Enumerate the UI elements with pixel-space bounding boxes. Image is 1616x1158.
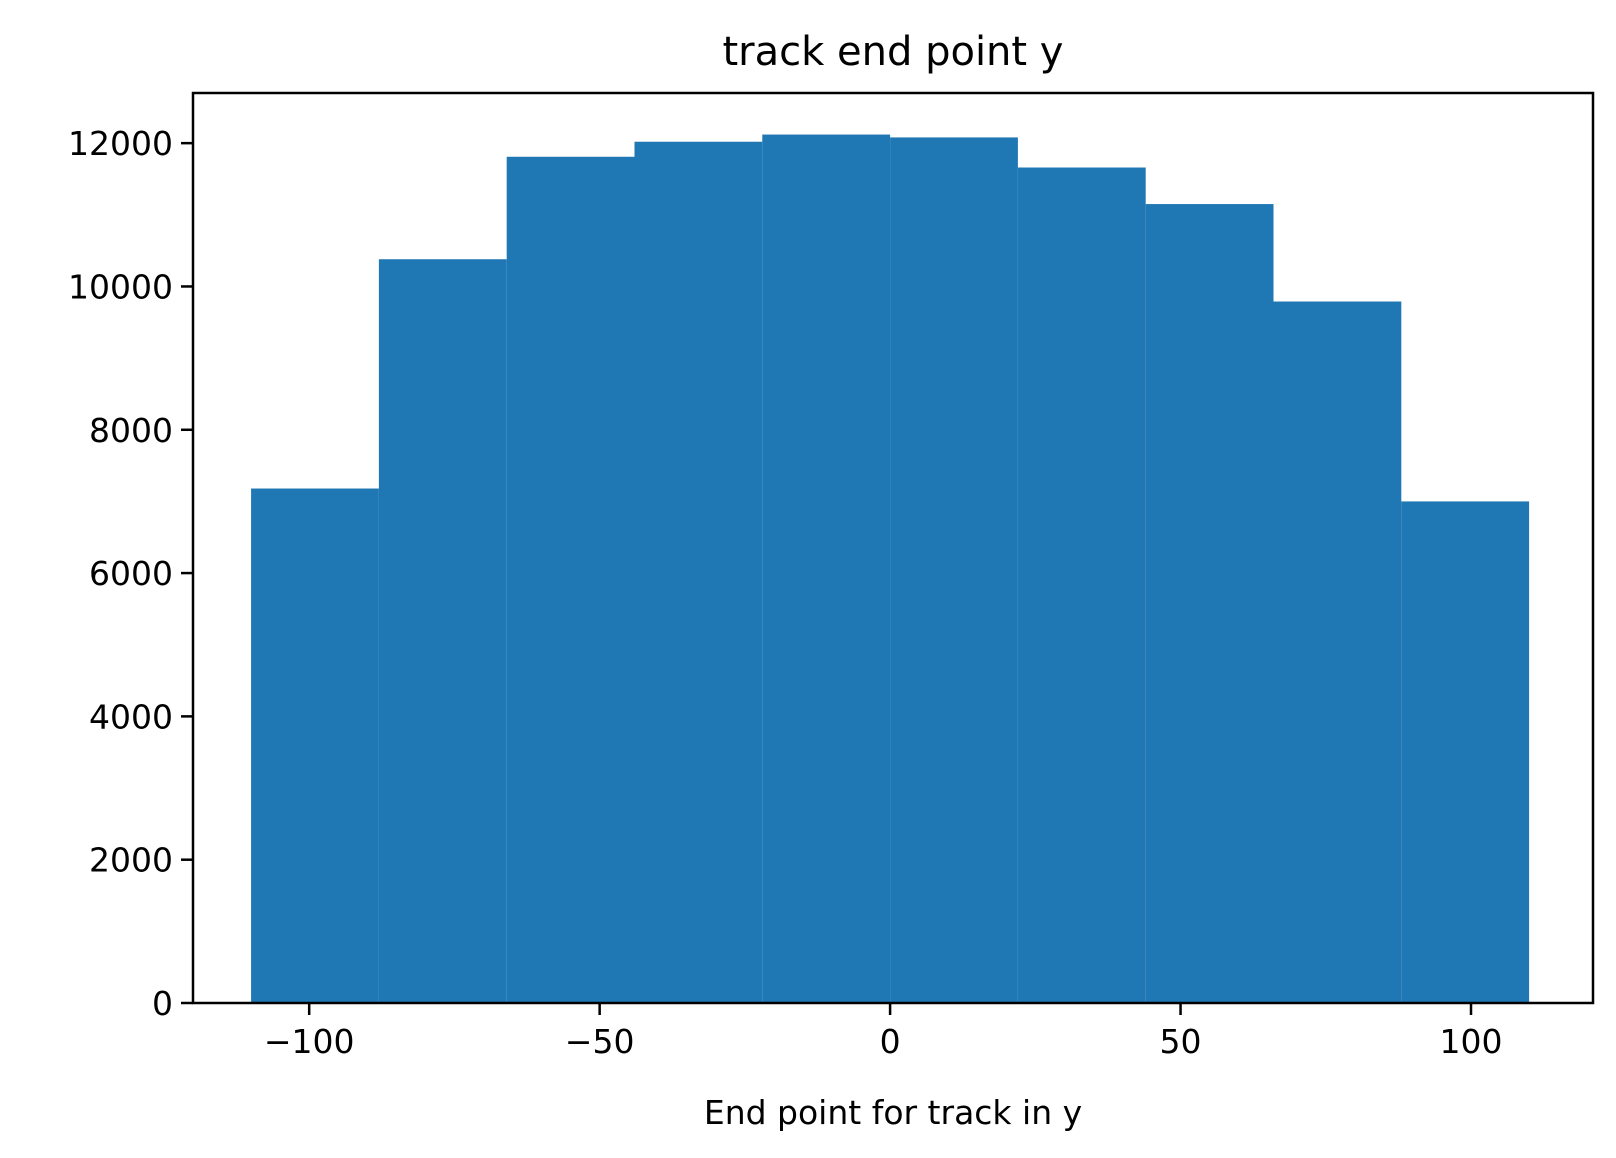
histogram-bar [1145, 204, 1274, 1003]
histogram-bar [762, 134, 891, 1003]
y-tick-label: 6000 [89, 554, 173, 593]
histogram-bar [1401, 501, 1530, 1003]
x-tick-label: 50 [1160, 1022, 1202, 1061]
bars-group [251, 134, 1530, 1004]
x-tick-label: 100 [1440, 1022, 1503, 1061]
chart-title: track end point y [723, 29, 1064, 75]
histogram-bar [1273, 301, 1402, 1003]
y-tick-label: 4000 [89, 697, 173, 736]
histogram-bar [1017, 167, 1146, 1004]
plot-frame [191, 91, 1595, 1005]
histogram-bar [890, 137, 1018, 1004]
histogram-bar [506, 156, 635, 1003]
y-tick-label: 10000 [68, 267, 173, 306]
y-tick-label: 0 [152, 984, 173, 1023]
y-tick-label: 2000 [89, 841, 173, 880]
x-tick-label: −50 [565, 1022, 635, 1061]
x-tick-label: −100 [264, 1022, 355, 1061]
y-tick-label: 12000 [68, 124, 173, 163]
x-tick-label: 0 [880, 1022, 901, 1061]
x-axis-ticks: −100 −50 0 50 100 [264, 1003, 1503, 1061]
histogram-bar [634, 141, 763, 1003]
histogram-bar [378, 259, 507, 1003]
y-axis-ticks: 0 2000 4000 6000 8000 10000 12000 [68, 124, 193, 1023]
histogram-bar [251, 488, 379, 1003]
y-tick-label: 8000 [89, 411, 173, 450]
x-axis-label: End point for track in y [704, 1093, 1082, 1132]
